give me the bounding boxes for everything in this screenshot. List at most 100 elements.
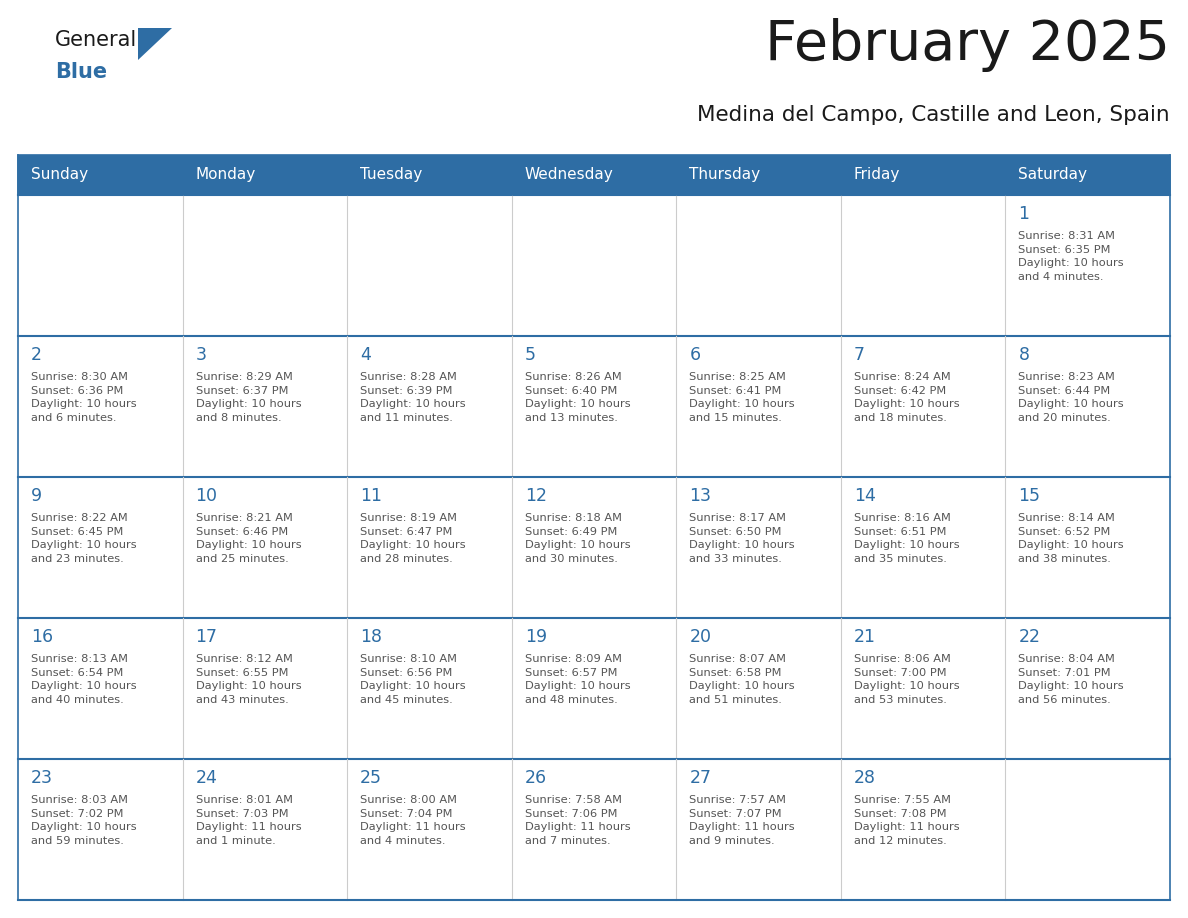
Text: Blue: Blue (55, 62, 107, 82)
Text: 28: 28 (854, 769, 876, 787)
Text: Sunrise: 8:07 AM
Sunset: 6:58 PM
Daylight: 10 hours
and 51 minutes.: Sunrise: 8:07 AM Sunset: 6:58 PM Dayligh… (689, 654, 795, 705)
Bar (512, 336, 676, 477)
Text: 3: 3 (196, 346, 207, 364)
Text: Sunrise: 8:09 AM
Sunset: 6:57 PM
Daylight: 10 hours
and 48 minutes.: Sunrise: 8:09 AM Sunset: 6:57 PM Dayligh… (525, 654, 631, 705)
Bar (676, 477, 841, 618)
Text: 1: 1 (1018, 205, 1030, 223)
Text: 22: 22 (1018, 628, 1041, 646)
Text: 8: 8 (1018, 346, 1030, 364)
Bar (841, 155, 1005, 195)
Text: Sunrise: 8:25 AM
Sunset: 6:41 PM
Daylight: 10 hours
and 15 minutes.: Sunrise: 8:25 AM Sunset: 6:41 PM Dayligh… (689, 372, 795, 423)
Text: Medina del Campo, Castille and Leon, Spain: Medina del Campo, Castille and Leon, Spa… (697, 105, 1170, 125)
Bar (347, 155, 512, 195)
Text: 15: 15 (1018, 487, 1041, 505)
Text: Sunrise: 8:04 AM
Sunset: 7:01 PM
Daylight: 10 hours
and 56 minutes.: Sunrise: 8:04 AM Sunset: 7:01 PM Dayligh… (1018, 654, 1124, 705)
Text: 23: 23 (31, 769, 53, 787)
Bar (18, 155, 183, 195)
Text: 12: 12 (525, 487, 546, 505)
Text: 4: 4 (360, 346, 371, 364)
Bar (676, 618, 841, 759)
Text: 19: 19 (525, 628, 546, 646)
Text: 7: 7 (854, 346, 865, 364)
Text: Sunrise: 8:10 AM
Sunset: 6:56 PM
Daylight: 10 hours
and 45 minutes.: Sunrise: 8:10 AM Sunset: 6:56 PM Dayligh… (360, 654, 466, 705)
Bar (18, 195, 183, 336)
Text: 9: 9 (31, 487, 42, 505)
Text: 10: 10 (196, 487, 217, 505)
Bar (1005, 336, 1170, 477)
Text: Sunrise: 8:17 AM
Sunset: 6:50 PM
Daylight: 10 hours
and 33 minutes.: Sunrise: 8:17 AM Sunset: 6:50 PM Dayligh… (689, 513, 795, 564)
Text: Sunrise: 8:29 AM
Sunset: 6:37 PM
Daylight: 10 hours
and 8 minutes.: Sunrise: 8:29 AM Sunset: 6:37 PM Dayligh… (196, 372, 302, 423)
Bar (676, 195, 841, 336)
Bar (841, 759, 1005, 900)
Bar (512, 618, 676, 759)
Text: 20: 20 (689, 628, 712, 646)
Bar (347, 759, 512, 900)
Text: Sunrise: 8:22 AM
Sunset: 6:45 PM
Daylight: 10 hours
and 23 minutes.: Sunrise: 8:22 AM Sunset: 6:45 PM Dayligh… (31, 513, 137, 564)
Text: 6: 6 (689, 346, 701, 364)
Text: Thursday: Thursday (689, 167, 760, 183)
Bar (183, 195, 347, 336)
Text: 13: 13 (689, 487, 712, 505)
Bar (512, 759, 676, 900)
Bar (347, 618, 512, 759)
Bar (841, 618, 1005, 759)
Text: 11: 11 (360, 487, 383, 505)
Text: 14: 14 (854, 487, 876, 505)
Text: 26: 26 (525, 769, 546, 787)
Text: 5: 5 (525, 346, 536, 364)
Text: Sunrise: 8:26 AM
Sunset: 6:40 PM
Daylight: 10 hours
and 13 minutes.: Sunrise: 8:26 AM Sunset: 6:40 PM Dayligh… (525, 372, 631, 423)
Text: Sunrise: 8:14 AM
Sunset: 6:52 PM
Daylight: 10 hours
and 38 minutes.: Sunrise: 8:14 AM Sunset: 6:52 PM Dayligh… (1018, 513, 1124, 564)
Bar (841, 477, 1005, 618)
Text: Friday: Friday (854, 167, 901, 183)
Text: 18: 18 (360, 628, 383, 646)
Text: 2: 2 (31, 346, 42, 364)
Bar (18, 618, 183, 759)
Text: Sunrise: 8:30 AM
Sunset: 6:36 PM
Daylight: 10 hours
and 6 minutes.: Sunrise: 8:30 AM Sunset: 6:36 PM Dayligh… (31, 372, 137, 423)
Bar (183, 759, 347, 900)
Polygon shape (138, 28, 172, 60)
Text: Sunrise: 7:55 AM
Sunset: 7:08 PM
Daylight: 11 hours
and 12 minutes.: Sunrise: 7:55 AM Sunset: 7:08 PM Dayligh… (854, 795, 960, 845)
Bar (18, 759, 183, 900)
Text: Tuesday: Tuesday (360, 167, 423, 183)
Bar (347, 477, 512, 618)
Text: Saturday: Saturday (1018, 167, 1087, 183)
Text: 16: 16 (31, 628, 53, 646)
Bar (676, 759, 841, 900)
Text: Sunrise: 8:28 AM
Sunset: 6:39 PM
Daylight: 10 hours
and 11 minutes.: Sunrise: 8:28 AM Sunset: 6:39 PM Dayligh… (360, 372, 466, 423)
Bar (183, 618, 347, 759)
Bar (1005, 155, 1170, 195)
Bar (676, 336, 841, 477)
Text: Sunrise: 8:00 AM
Sunset: 7:04 PM
Daylight: 11 hours
and 4 minutes.: Sunrise: 8:00 AM Sunset: 7:04 PM Dayligh… (360, 795, 466, 845)
Bar (841, 195, 1005, 336)
Bar (1005, 477, 1170, 618)
Text: Sunrise: 8:23 AM
Sunset: 6:44 PM
Daylight: 10 hours
and 20 minutes.: Sunrise: 8:23 AM Sunset: 6:44 PM Dayligh… (1018, 372, 1124, 423)
Bar (1005, 195, 1170, 336)
Text: Sunrise: 8:21 AM
Sunset: 6:46 PM
Daylight: 10 hours
and 25 minutes.: Sunrise: 8:21 AM Sunset: 6:46 PM Dayligh… (196, 513, 302, 564)
Text: Sunrise: 8:24 AM
Sunset: 6:42 PM
Daylight: 10 hours
and 18 minutes.: Sunrise: 8:24 AM Sunset: 6:42 PM Dayligh… (854, 372, 960, 423)
Text: Sunrise: 7:58 AM
Sunset: 7:06 PM
Daylight: 11 hours
and 7 minutes.: Sunrise: 7:58 AM Sunset: 7:06 PM Dayligh… (525, 795, 631, 845)
Text: Sunrise: 7:57 AM
Sunset: 7:07 PM
Daylight: 11 hours
and 9 minutes.: Sunrise: 7:57 AM Sunset: 7:07 PM Dayligh… (689, 795, 795, 845)
Bar (18, 477, 183, 618)
Text: Sunrise: 8:16 AM
Sunset: 6:51 PM
Daylight: 10 hours
and 35 minutes.: Sunrise: 8:16 AM Sunset: 6:51 PM Dayligh… (854, 513, 960, 564)
Text: Sunrise: 8:06 AM
Sunset: 7:00 PM
Daylight: 10 hours
and 53 minutes.: Sunrise: 8:06 AM Sunset: 7:00 PM Dayligh… (854, 654, 960, 705)
Text: General: General (55, 30, 138, 50)
Bar (841, 336, 1005, 477)
Text: 21: 21 (854, 628, 876, 646)
Text: Wednesday: Wednesday (525, 167, 613, 183)
Text: Sunrise: 8:18 AM
Sunset: 6:49 PM
Daylight: 10 hours
and 30 minutes.: Sunrise: 8:18 AM Sunset: 6:49 PM Dayligh… (525, 513, 631, 564)
Text: Sunday: Sunday (31, 167, 88, 183)
Text: 25: 25 (360, 769, 383, 787)
Bar (183, 336, 347, 477)
Text: Sunrise: 8:01 AM
Sunset: 7:03 PM
Daylight: 11 hours
and 1 minute.: Sunrise: 8:01 AM Sunset: 7:03 PM Dayligh… (196, 795, 302, 845)
Bar (512, 155, 676, 195)
Text: 24: 24 (196, 769, 217, 787)
Bar (183, 155, 347, 195)
Bar (512, 195, 676, 336)
Text: Sunrise: 8:12 AM
Sunset: 6:55 PM
Daylight: 10 hours
and 43 minutes.: Sunrise: 8:12 AM Sunset: 6:55 PM Dayligh… (196, 654, 302, 705)
Text: 27: 27 (689, 769, 712, 787)
Bar (676, 155, 841, 195)
Bar (183, 477, 347, 618)
Bar (1005, 759, 1170, 900)
Text: Sunrise: 8:03 AM
Sunset: 7:02 PM
Daylight: 10 hours
and 59 minutes.: Sunrise: 8:03 AM Sunset: 7:02 PM Dayligh… (31, 795, 137, 845)
Text: Sunrise: 8:19 AM
Sunset: 6:47 PM
Daylight: 10 hours
and 28 minutes.: Sunrise: 8:19 AM Sunset: 6:47 PM Dayligh… (360, 513, 466, 564)
